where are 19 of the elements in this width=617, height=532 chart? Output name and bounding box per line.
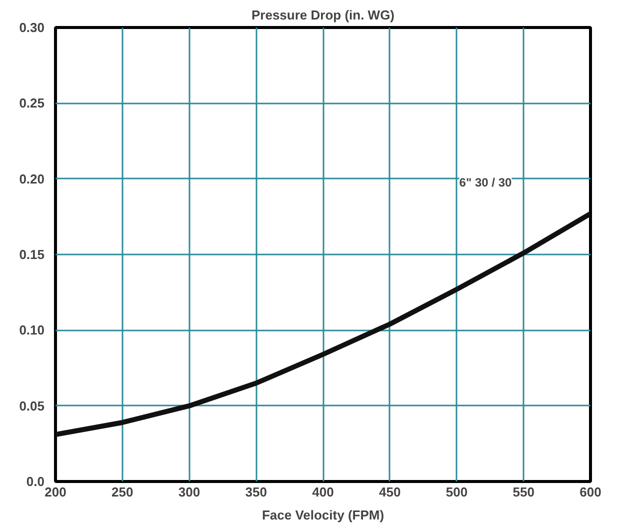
x-tick-label: 450 xyxy=(379,484,401,500)
y-tick-label: 0.30 xyxy=(19,20,45,35)
chart-title: Pressure Drop (in. WG) xyxy=(251,8,395,22)
y-tick-label: 0.15 xyxy=(19,247,45,262)
y-tick-label: 0.0 xyxy=(26,474,45,489)
annotation: 6" 30 / 30 xyxy=(459,176,512,190)
y-tick-label: 0.20 xyxy=(19,171,45,186)
x-tick-label: 400 xyxy=(312,484,334,500)
x-tick-label: 250 xyxy=(112,484,134,500)
x-tick-label: 300 xyxy=(178,484,200,500)
y-tick-label: 0.25 xyxy=(19,96,45,111)
x-tick-label: 600 xyxy=(580,484,602,500)
y-tick-label: 0.10 xyxy=(19,322,45,338)
x-tick-label: 550 xyxy=(512,484,534,500)
x-tick-label: 200 xyxy=(44,484,66,500)
x-tick-label: 350 xyxy=(245,484,267,500)
y-tick-label: 0.05 xyxy=(19,398,45,414)
x-tick-label: 500 xyxy=(446,484,468,500)
x-axis-title: Face Velocity (FPM) xyxy=(262,508,384,522)
